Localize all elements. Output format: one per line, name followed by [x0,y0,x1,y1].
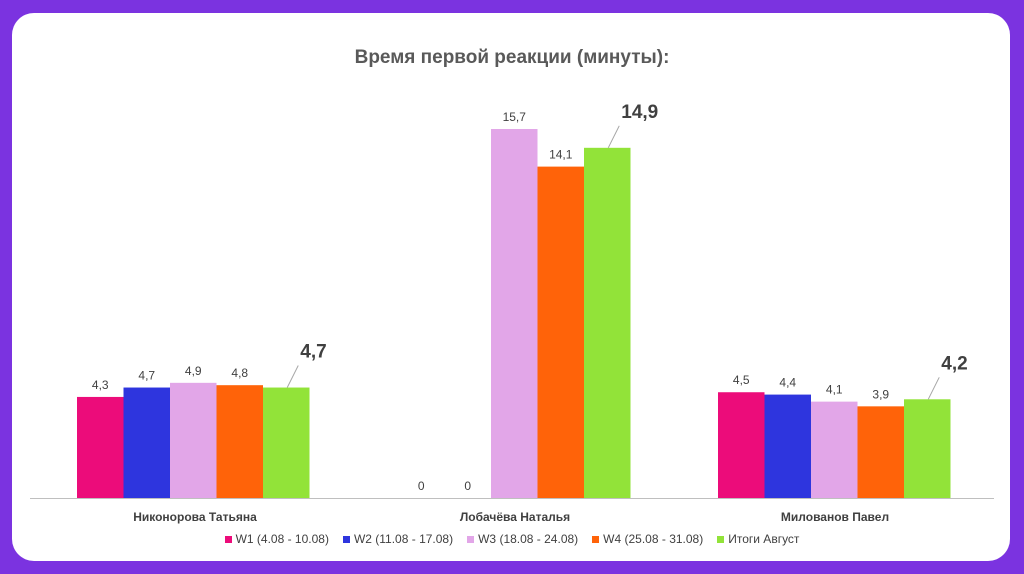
data-label-5-1: 4,7 [300,342,326,363]
legend-label: W3 (18.08 - 24.08) [478,532,579,546]
bar-4-3 [857,406,904,498]
bar-5-3 [904,399,951,498]
legend-item-1: W1 (4.08 - 10.08) [224,532,329,546]
legend-swatch [224,535,232,543]
data-label-1-1: 4,3 [92,378,109,392]
data-label-5-3: 4,2 [941,353,967,374]
legend-swatch [592,535,600,543]
data-label-leader-2 [607,125,620,149]
bar-5-1 [263,387,310,498]
bar-3-3 [811,401,858,498]
chart-legend: W1 (4.08 - 10.08) W2 (11.08 - 17.08) W3 (1… [12,532,1010,546]
data-label-3-1: 4,9 [185,364,202,378]
data-label-1-3: 4,5 [733,373,750,387]
legend-label: W2 (11.08 - 17.08) [353,532,454,546]
category-label-2: Лобачёва Наталья [460,510,570,524]
bar-3-2 [491,129,538,498]
legend-label: W1 (4.08 - 10.08) [235,532,329,546]
chart-title: Время первой реакции (минуты): [354,47,670,68]
data-label-3-3: 4,1 [826,383,843,397]
data-label-2-3: 4,4 [779,376,796,390]
legend-item-3: W3 (18.08 - 24.08) [467,532,578,546]
bar-5-2 [584,147,631,498]
legend-item-4: W4 (25.08 - 31.08) [592,532,703,546]
bar-3-1 [170,382,217,498]
data-label-4-2: 14,1 [549,148,573,162]
data-label-leader-1 [286,365,299,388]
bar-1-1 [77,396,124,498]
legend-item-5: Итоги Август [717,532,799,546]
bar-1-3 [718,392,765,498]
data-label-2-1: 4,7 [138,369,155,383]
legend-swatch [467,535,475,543]
legend-label: Итоги Август [728,532,800,546]
category-label-1: Никонорова Татьяна [133,510,257,524]
data-label-5-2: 14,9 [621,102,658,123]
bar-chart: 4,3 0 4,5 4,7 0 4,4 4,9 15,7 4,1 4,8 14,1 3,9 4,7 14,… [30,102,994,524]
legend-swatch [342,535,350,543]
legend-label: W4 (25.08 - 31.08) [603,532,704,546]
bar-2-1 [123,387,170,498]
data-label-4-3: 3,9 [872,387,889,401]
bar-4-2 [537,166,584,498]
bar-4-1 [216,385,263,498]
data-label-4-1: 4,8 [231,366,248,380]
data-label-1-2: 0 [418,479,425,493]
legend-swatch [717,535,725,543]
category-label-3: Милованов Павел [781,510,889,524]
chart-card: Время первой реакции (минуты): 4,3 0 4,5 4,… [12,13,1010,561]
bar-2-3 [764,394,811,498]
data-label-3-2: 15,7 [503,110,527,124]
legend-item-2: W2 (11.08 - 17.08) [342,532,454,546]
data-label-leader-3 [927,377,940,400]
data-label-2-2: 0 [464,479,471,493]
